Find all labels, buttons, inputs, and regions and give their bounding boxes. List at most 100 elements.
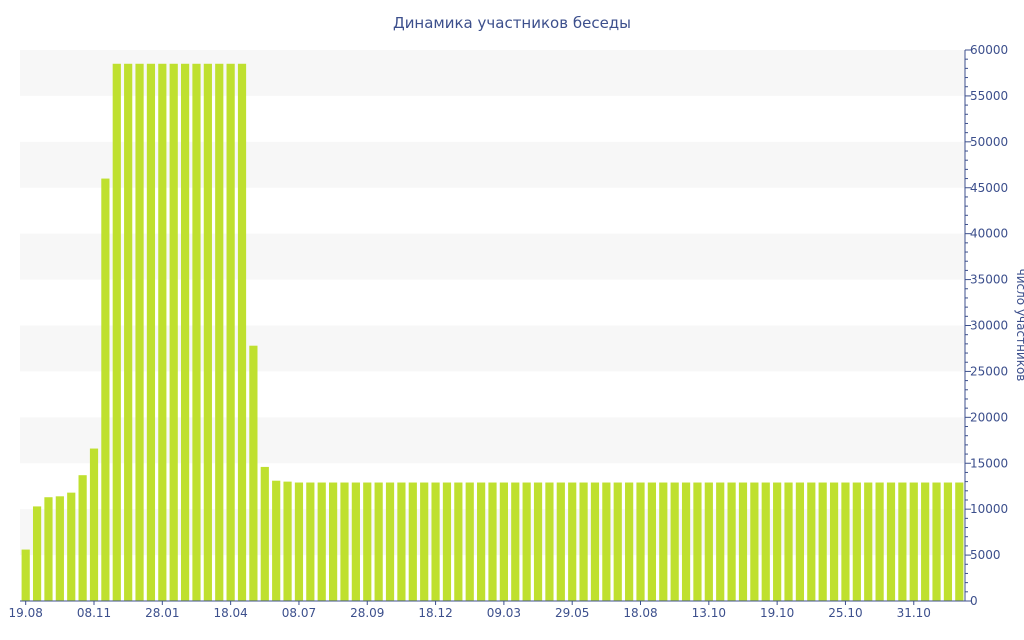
y-tick-label: 55000 bbox=[970, 89, 1008, 103]
bar bbox=[932, 482, 941, 601]
chart-title: Динамика участников беседы bbox=[393, 14, 631, 32]
bar bbox=[670, 482, 679, 601]
bar bbox=[180, 63, 190, 601]
bar bbox=[465, 482, 474, 601]
bar bbox=[522, 482, 531, 601]
bar bbox=[260, 466, 269, 601]
y-tick-label: 0 bbox=[970, 594, 978, 608]
bar bbox=[659, 482, 668, 601]
bar bbox=[454, 482, 463, 601]
x-tick-label: 18.12 bbox=[418, 606, 452, 620]
x-tick-label: 29.05 bbox=[555, 606, 589, 620]
x-tick-label: 28.09 bbox=[350, 606, 384, 620]
bar bbox=[807, 482, 816, 601]
bar bbox=[761, 482, 770, 601]
bar bbox=[237, 63, 247, 601]
y-tick-label: 25000 bbox=[970, 364, 1008, 378]
x-tick-label: 31.10 bbox=[897, 606, 931, 620]
y-axis-label: число участников bbox=[1014, 269, 1024, 382]
y-tick-label: 50000 bbox=[970, 135, 1008, 149]
bar bbox=[886, 482, 896, 601]
y-axis: 0 5000 10000 15000 20000 25000 30000 35000 40000… bbox=[964, 43, 1008, 608]
bar bbox=[750, 482, 759, 601]
bar bbox=[89, 448, 99, 601]
bar bbox=[579, 482, 588, 601]
bar bbox=[158, 63, 167, 601]
bars bbox=[21, 63, 964, 601]
bar bbox=[215, 63, 224, 601]
bar bbox=[44, 497, 53, 601]
y-tick-label: 5000 bbox=[970, 548, 1001, 562]
bar bbox=[829, 482, 839, 601]
bar bbox=[374, 482, 383, 601]
bar bbox=[203, 63, 212, 601]
bar bbox=[704, 482, 713, 601]
bar bbox=[21, 549, 30, 601]
bar bbox=[773, 482, 782, 601]
bar bbox=[101, 178, 110, 601]
y-tick-label: 15000 bbox=[970, 456, 1008, 470]
bar bbox=[738, 482, 748, 601]
x-tick-label: 25.10 bbox=[828, 606, 862, 620]
bar bbox=[875, 482, 884, 601]
bar bbox=[385, 482, 395, 601]
bar bbox=[32, 506, 42, 601]
bar bbox=[363, 482, 372, 601]
x-tick-label: 19.08 bbox=[9, 606, 43, 620]
bar bbox=[488, 482, 497, 601]
bar bbox=[340, 482, 349, 601]
bar bbox=[693, 482, 702, 601]
y-tick-label: 20000 bbox=[970, 410, 1008, 424]
bar bbox=[511, 482, 520, 601]
bar bbox=[943, 482, 953, 601]
bar bbox=[955, 482, 964, 601]
bar bbox=[397, 482, 406, 601]
bar bbox=[78, 475, 87, 601]
y-tick-label: 40000 bbox=[970, 227, 1008, 241]
x-tick-label: 08.07 bbox=[282, 606, 316, 620]
bar bbox=[442, 482, 452, 601]
x-tick-label: 18.04 bbox=[213, 606, 247, 620]
bar bbox=[613, 482, 622, 601]
bar bbox=[169, 63, 178, 601]
bar bbox=[716, 482, 725, 601]
bar bbox=[852, 482, 861, 601]
bar bbox=[294, 482, 304, 601]
bar bbox=[499, 482, 508, 601]
bar bbox=[556, 482, 565, 601]
bar bbox=[545, 482, 554, 601]
bar bbox=[818, 482, 827, 601]
bar bbox=[124, 63, 133, 601]
x-tick-label: 28.01 bbox=[145, 606, 179, 620]
y-tick-label: 10000 bbox=[970, 502, 1008, 516]
bar bbox=[146, 63, 156, 601]
x-tick-label: 19.10 bbox=[760, 606, 794, 620]
bar bbox=[898, 482, 907, 601]
x-tick-label: 08.11 bbox=[77, 606, 111, 620]
bar bbox=[568, 482, 577, 601]
x-tick-label: 09.03 bbox=[487, 606, 521, 620]
bar bbox=[55, 496, 64, 601]
bar bbox=[135, 63, 144, 601]
bar bbox=[841, 482, 850, 601]
y-tick-label: 30000 bbox=[970, 319, 1008, 333]
bar bbox=[283, 481, 292, 601]
bar bbox=[590, 482, 600, 601]
bar bbox=[636, 482, 645, 601]
bar bbox=[329, 482, 338, 601]
x-tick-label: 18.08 bbox=[623, 606, 657, 620]
bar bbox=[602, 482, 611, 601]
bar bbox=[431, 482, 440, 601]
bar bbox=[625, 482, 634, 601]
x-axis: 19.08 08.11 28.01 18.04 08.07 28.09 18.12 09.03… bbox=[9, 600, 965, 620]
bar bbox=[533, 482, 543, 601]
bar bbox=[192, 63, 201, 601]
bar bbox=[272, 480, 281, 601]
bar bbox=[921, 482, 930, 601]
bar bbox=[647, 482, 656, 601]
bar bbox=[67, 492, 76, 601]
bar bbox=[681, 482, 691, 601]
bar bbox=[420, 482, 429, 601]
y-tick-label: 60000 bbox=[970, 43, 1008, 57]
